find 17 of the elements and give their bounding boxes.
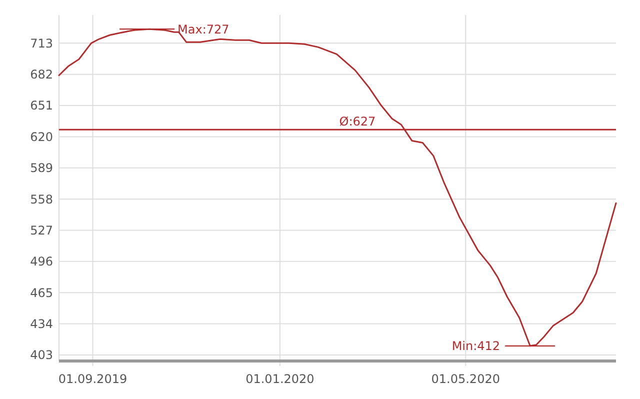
x-tick-label: 01.01.2020 bbox=[246, 372, 314, 386]
y-tick-label: 589 bbox=[30, 161, 53, 176]
y-tick-label: 651 bbox=[30, 98, 53, 113]
x-tick-label: 01.05.2020 bbox=[431, 372, 500, 386]
y-tick-label: 527 bbox=[30, 223, 53, 238]
ref-line-label: Ø:627 bbox=[339, 114, 376, 129]
annotation: Min:412 bbox=[452, 339, 500, 354]
y-tick-label: 434 bbox=[30, 316, 53, 331]
y-tick-label: 403 bbox=[30, 348, 53, 362]
x-tick-label: 01.09.2019 bbox=[58, 372, 128, 386]
annotation: Max:727 bbox=[178, 22, 230, 36]
y-tick-label: 620 bbox=[30, 130, 53, 144]
y-tick-label: 496 bbox=[30, 254, 53, 269]
y-tick-label: 558 bbox=[30, 192, 53, 206]
y-tick-label: 713 bbox=[30, 36, 53, 50]
y-tick-label: 682 bbox=[30, 68, 53, 82]
y-tick-label: 465 bbox=[30, 286, 53, 300]
